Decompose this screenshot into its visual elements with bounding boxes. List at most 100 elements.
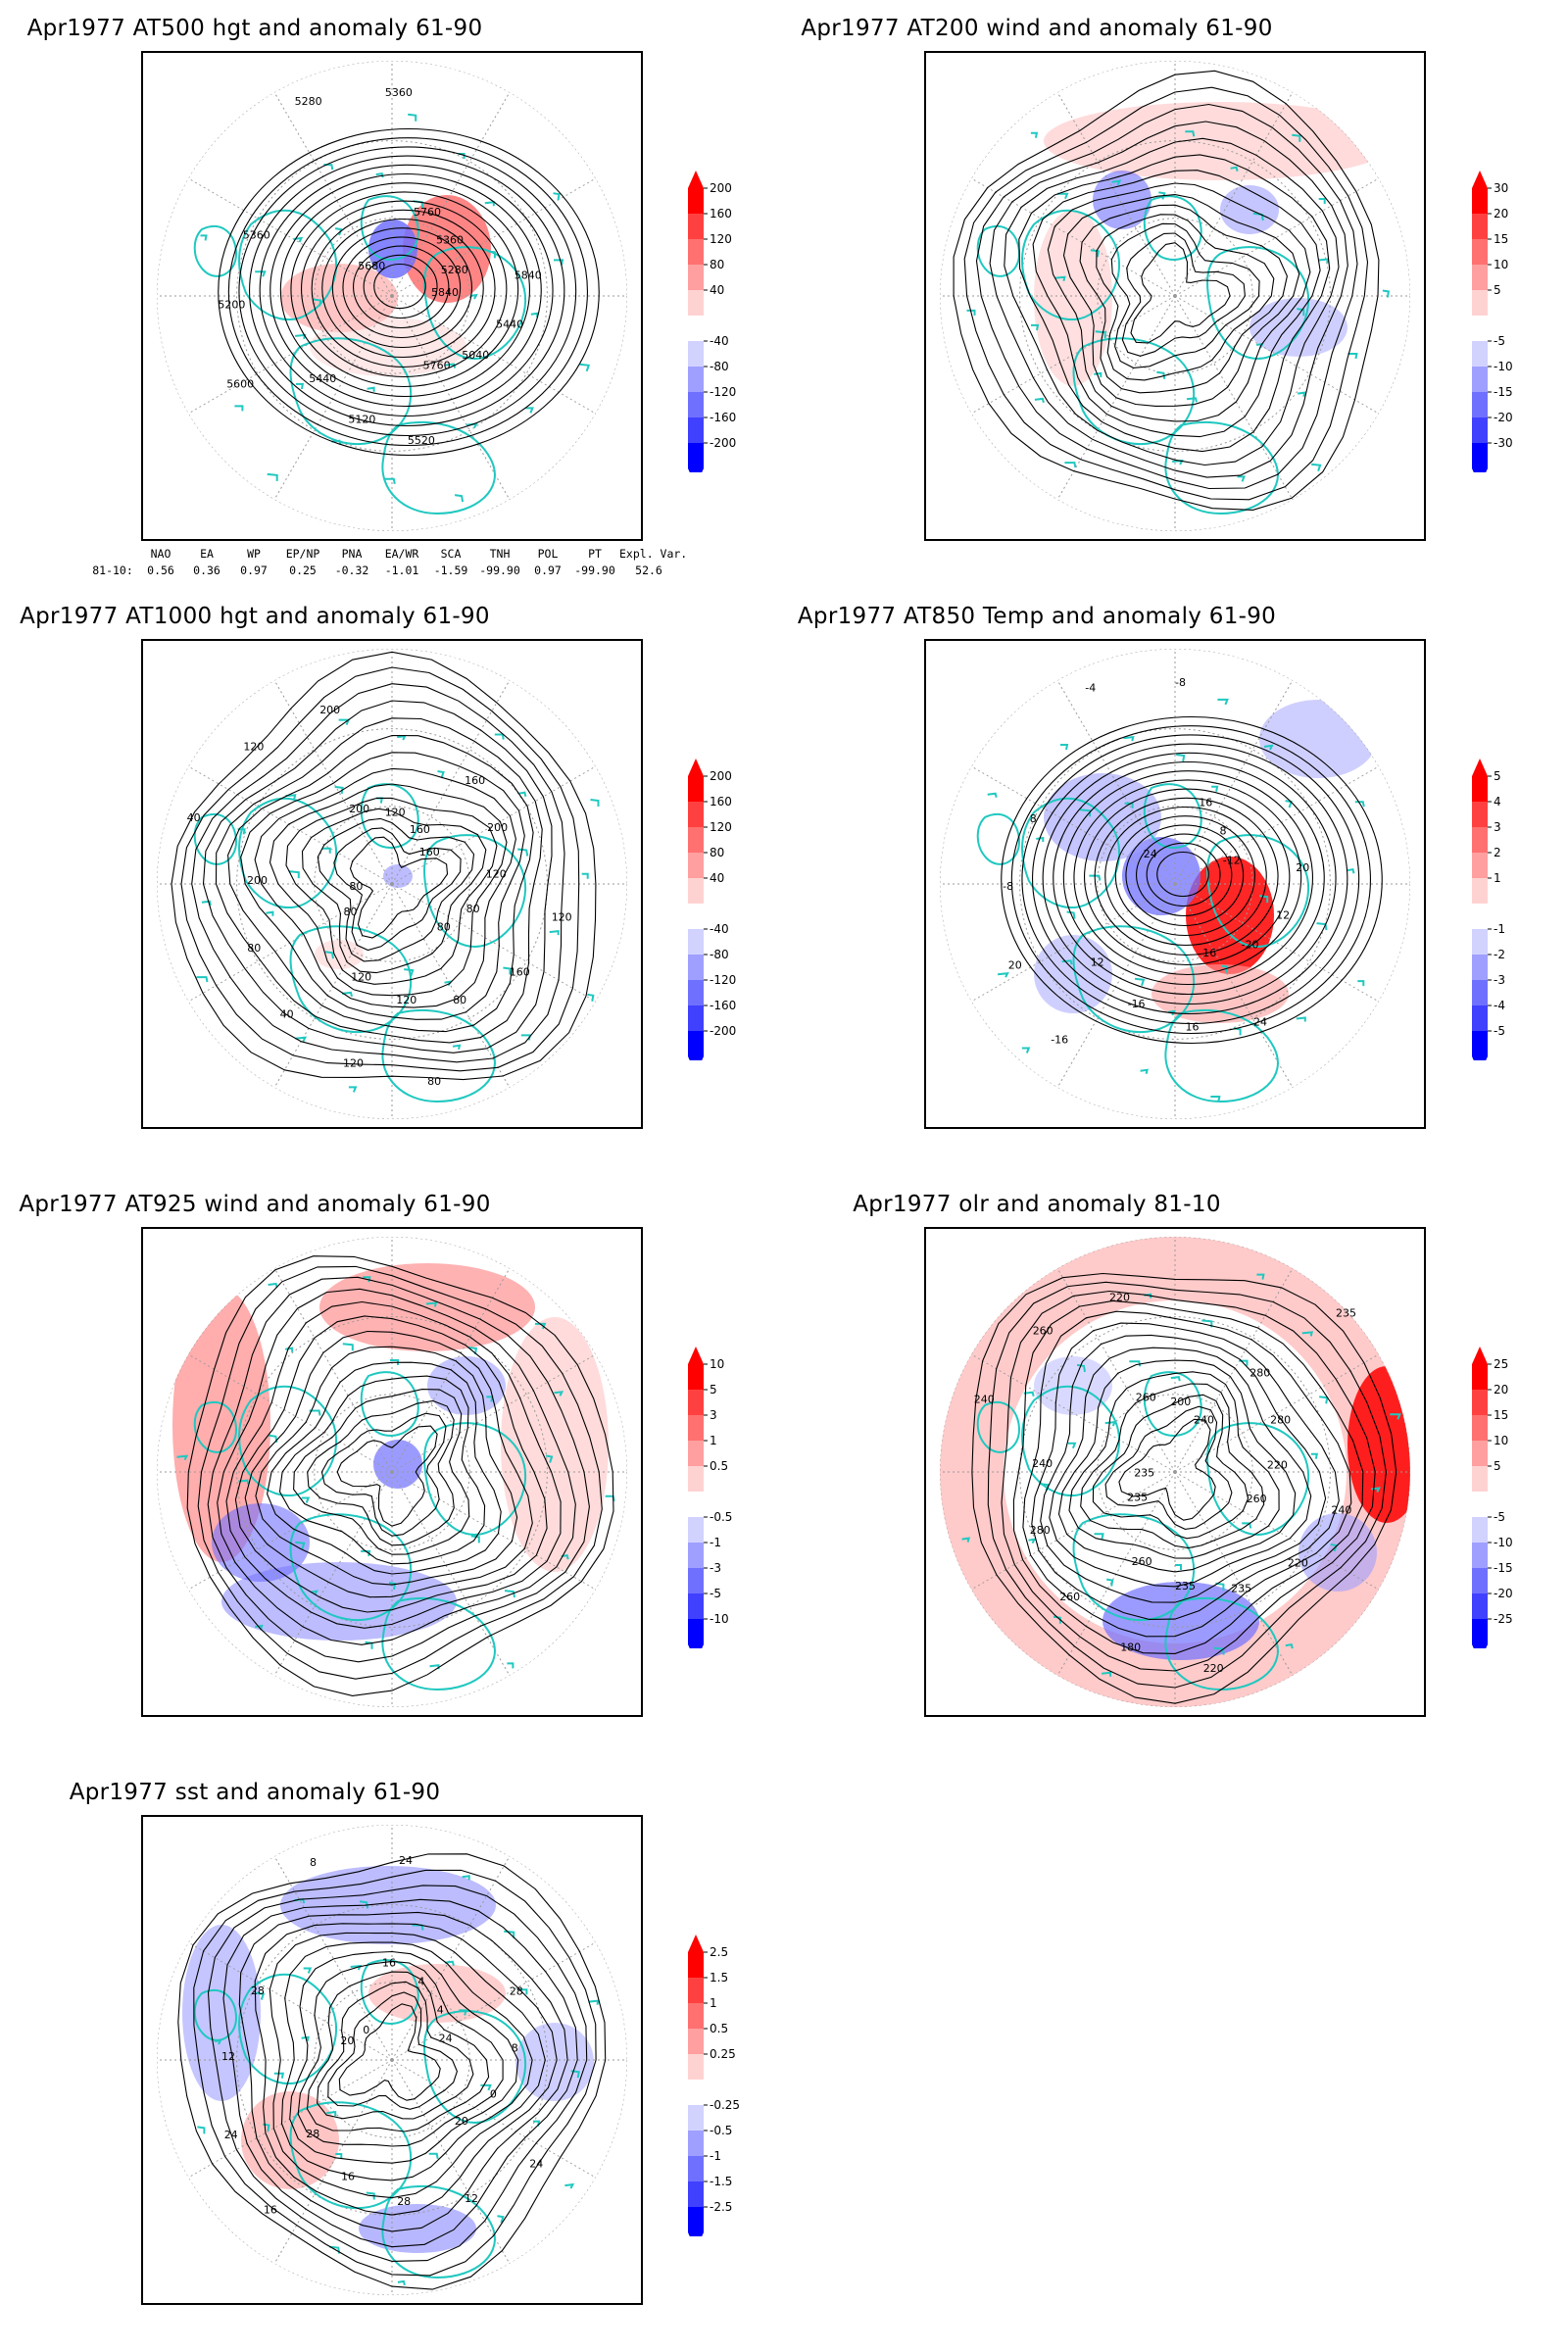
colorbar-tick-label: -0.5 (710, 1510, 732, 1524)
anomaly-shading (319, 1263, 535, 1351)
contour-label: 4 (417, 1975, 424, 1987)
colorbar-tick-label: 5 (1494, 283, 1501, 297)
colorbar-tick-label: -2.5 (710, 2200, 732, 2214)
colorbar-segment (688, 1517, 704, 1543)
contour-label: 12 (1276, 909, 1290, 922)
contour-label: 5280 (295, 95, 322, 108)
colorbar-segment (1472, 1492, 1488, 1517)
colorbar-segment (688, 776, 704, 802)
colorbar-segment (688, 2029, 704, 2054)
contour-label: 24 (399, 1854, 413, 1867)
colorbar-tick-label: 0.25 (710, 2047, 736, 2061)
contour-label: 220 (1203, 1662, 1224, 1675)
colorbar-tick-label: -5 (710, 1587, 721, 1600)
colorbar-segment (688, 316, 704, 341)
anomaly-shading (373, 1440, 422, 1489)
contour-label: 20 (1296, 861, 1309, 874)
polar-map-panel-4: 16 12 8 -8 -12 -20 -16 -8 -4 8 12 16 20 24 16 20 24 -16 (924, 639, 1426, 1129)
anomaly-shading (182, 1925, 261, 2101)
contour-label: 16 (341, 2170, 355, 2182)
coastline (976, 698, 1365, 1103)
index-value-cell: -0.32 (334, 563, 369, 577)
colorbar: 200 160 120 80 40 -40 -80 -120 -160 -200 (676, 757, 774, 1074)
colorbar-segment (1472, 1619, 1488, 1644)
colorbar-segment (688, 904, 704, 929)
coastline (193, 1875, 600, 2286)
index-header-cell: SCA (440, 546, 462, 561)
index-value-cell: 0.25 (289, 563, 317, 577)
colorbar-tick-label: -25 (1494, 1612, 1513, 1626)
colorbar-segment (1472, 239, 1488, 265)
colorbar-arrow-bottom (1472, 1644, 1488, 1662)
colorbar-arrow-top (1472, 171, 1488, 188)
colorbar-segment (1472, 367, 1488, 392)
anomaly-shading (280, 264, 398, 332)
colorbar-segment (1472, 1441, 1488, 1466)
colorbar-tick-label: -80 (710, 360, 729, 373)
colorbar-segment (1472, 955, 1488, 980)
colorbar-tick-label: 15 (1494, 1408, 1508, 1422)
colorbar-segment (688, 802, 704, 827)
colorbar-segment (688, 1364, 704, 1390)
colorbar-segment (1472, 417, 1488, 443)
colorbar-tick-label: 3 (710, 1408, 717, 1422)
colorbar-arrow-bottom (1472, 468, 1488, 486)
colorbar-segment (688, 929, 704, 955)
contour-label: 5680 (358, 260, 385, 272)
contour-label: 28 (510, 1985, 523, 1998)
polar-map-panel-7: 28 28 24 24 20 16 12 8 4 0 28 24 0 4 8 12 16 20 16 28 24 (141, 1815, 643, 2305)
colorbar-segment (688, 239, 704, 265)
contour-label: 24 (1144, 848, 1157, 860)
contour-label: 160 (510, 966, 530, 979)
colorbar-segment (1472, 1390, 1488, 1415)
colorbar-tick-label: -10 (710, 1612, 729, 1626)
panel-title: Apr1977 AT1000 hgt and anomaly 61-90 (20, 604, 490, 629)
contour-label: 120 (243, 741, 264, 754)
contour-label: 5360 (243, 229, 270, 242)
contour-label: 20 (340, 2034, 354, 2047)
colorbar-tick-label: 2.5 (710, 1945, 728, 1959)
contour-label: 5440 (496, 318, 523, 331)
contour-label: 8 (512, 2042, 518, 2055)
contour-label: 20 (1008, 959, 1022, 972)
polar-map-panel-1: 5840 5760 5440 5360 5360 5280 5040 5120 5200 5280… (141, 51, 643, 541)
contour-label: 16 (1186, 1021, 1200, 1034)
colorbar-tick-label: -0.5 (710, 2124, 732, 2137)
contour-label: 0 (490, 2087, 497, 2100)
colorbar-segment (1472, 802, 1488, 827)
index-header-cell: Expl. Var. (619, 546, 688, 561)
colorbar-tick-label: -2 (1494, 948, 1505, 961)
colorbar-tick-label: -200 (710, 1024, 736, 1038)
colorbar-segment (688, 2003, 704, 2029)
panel-title: Apr1977 AT925 wind and anomaly 61-90 (19, 1192, 491, 1217)
colorbar-segment (688, 214, 704, 239)
index-value-cell: 0.97 (240, 563, 268, 577)
colorbar-tick-label: 120 (710, 232, 732, 246)
contour-label: -16 (1128, 998, 1146, 1010)
colorbar-segment (1472, 188, 1488, 214)
colorbar-tick-label: 120 (710, 820, 732, 834)
index-header-cell: PNA (341, 546, 363, 561)
colorbar-tick-label: 10 (1494, 258, 1508, 271)
index-value-cell: 52.6 (635, 563, 662, 577)
contour-label: 200 (349, 803, 369, 815)
colorbar-segment (688, 443, 704, 468)
colorbar-arrow-top (688, 759, 704, 776)
colorbar-segment (688, 290, 704, 316)
colorbar-segment (1472, 290, 1488, 316)
contour-label: 5120 (348, 414, 375, 426)
colorbar-tick-label: 30 (1494, 181, 1508, 195)
colorbar-segment (1472, 392, 1488, 417)
colorbar: 25 20 15 10 5 -5 -10 -15 -20 -25 (1460, 1345, 1558, 1662)
contour-label: 80 (437, 921, 451, 934)
colorbar-tick-label: -80 (710, 948, 729, 961)
colorbar-segment (1472, 1031, 1488, 1056)
colorbar-segment (688, 2105, 704, 2131)
colorbar-tick-label: -160 (710, 411, 736, 424)
colorbar-segment (688, 955, 704, 980)
contour-label: 235 (1127, 1491, 1148, 1503)
contour-label: 200 (1170, 1396, 1191, 1408)
contour-label: 5760 (423, 360, 451, 372)
contour-label: 120 (343, 1056, 364, 1069)
polar-map-panel-5 (141, 1227, 643, 1717)
